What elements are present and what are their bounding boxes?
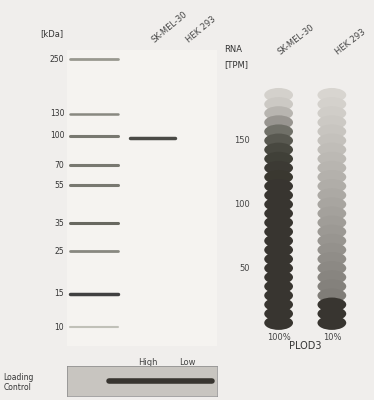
Text: Low: Low — [179, 358, 195, 367]
Ellipse shape — [264, 134, 293, 148]
Ellipse shape — [318, 179, 346, 193]
Ellipse shape — [318, 188, 346, 202]
Ellipse shape — [264, 225, 293, 239]
Ellipse shape — [318, 261, 346, 275]
Ellipse shape — [318, 124, 346, 138]
Ellipse shape — [264, 197, 293, 212]
Ellipse shape — [318, 225, 346, 239]
Ellipse shape — [318, 134, 346, 148]
Ellipse shape — [264, 152, 293, 166]
Text: 130: 130 — [50, 109, 64, 118]
Text: SK-MEL-30: SK-MEL-30 — [150, 9, 189, 44]
Ellipse shape — [264, 288, 293, 302]
Text: 15: 15 — [55, 289, 64, 298]
Text: 25: 25 — [55, 247, 64, 256]
Ellipse shape — [318, 97, 346, 111]
Ellipse shape — [264, 307, 293, 321]
Ellipse shape — [264, 179, 293, 193]
Ellipse shape — [318, 243, 346, 257]
Ellipse shape — [318, 143, 346, 157]
Text: 250: 250 — [50, 55, 64, 64]
Ellipse shape — [264, 206, 293, 220]
Ellipse shape — [318, 106, 346, 120]
Ellipse shape — [318, 298, 346, 312]
Text: 70: 70 — [55, 161, 64, 170]
Ellipse shape — [264, 216, 293, 230]
Ellipse shape — [318, 234, 346, 248]
Text: 100%: 100% — [267, 333, 291, 342]
Ellipse shape — [264, 234, 293, 248]
Ellipse shape — [264, 106, 293, 120]
Ellipse shape — [318, 252, 346, 266]
Text: Control: Control — [4, 384, 32, 392]
Text: High: High — [138, 358, 158, 367]
Text: 55: 55 — [55, 181, 64, 190]
Ellipse shape — [318, 288, 346, 302]
Ellipse shape — [264, 298, 293, 312]
Ellipse shape — [318, 216, 346, 230]
Text: HEK 293: HEK 293 — [184, 14, 217, 44]
Ellipse shape — [318, 170, 346, 184]
Text: 100: 100 — [234, 200, 250, 209]
Text: 100: 100 — [50, 131, 64, 140]
Text: [TPM]: [TPM] — [224, 60, 248, 69]
Ellipse shape — [318, 88, 346, 102]
Ellipse shape — [264, 243, 293, 257]
Ellipse shape — [318, 206, 346, 220]
Text: 10%: 10% — [323, 333, 341, 342]
Ellipse shape — [264, 124, 293, 138]
Ellipse shape — [318, 316, 346, 330]
Ellipse shape — [264, 261, 293, 275]
Text: Loading: Loading — [4, 374, 34, 382]
Ellipse shape — [264, 97, 293, 111]
Ellipse shape — [264, 115, 293, 130]
Text: PLOD3: PLOD3 — [289, 341, 322, 351]
Text: 150: 150 — [234, 136, 250, 144]
Ellipse shape — [318, 197, 346, 212]
Ellipse shape — [264, 170, 293, 184]
Ellipse shape — [264, 161, 293, 175]
Text: 35: 35 — [55, 219, 64, 228]
Text: RNA: RNA — [224, 45, 242, 54]
Ellipse shape — [318, 115, 346, 130]
Ellipse shape — [264, 143, 293, 157]
Ellipse shape — [264, 252, 293, 266]
Ellipse shape — [318, 307, 346, 321]
Ellipse shape — [318, 161, 346, 175]
Ellipse shape — [318, 152, 346, 166]
Ellipse shape — [264, 270, 293, 284]
Text: [kDa]: [kDa] — [40, 29, 64, 38]
Ellipse shape — [264, 279, 293, 294]
Ellipse shape — [318, 279, 346, 294]
Ellipse shape — [264, 88, 293, 102]
Ellipse shape — [264, 316, 293, 330]
Text: HEK 293: HEK 293 — [333, 28, 367, 56]
Text: SK-MEL-30: SK-MEL-30 — [276, 22, 316, 56]
Ellipse shape — [264, 188, 293, 202]
Text: 10: 10 — [55, 323, 64, 332]
Text: 50: 50 — [239, 264, 250, 273]
Ellipse shape — [318, 270, 346, 284]
